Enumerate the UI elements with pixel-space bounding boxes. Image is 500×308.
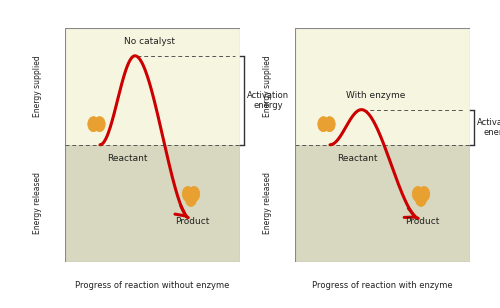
Text: Progress of reaction without enzyme: Progress of reaction without enzyme [76,281,230,290]
Text: With enzyme: With enzyme [346,91,405,100]
Circle shape [318,117,329,132]
Text: Product: Product [176,217,210,226]
Bar [295,28,470,145]
Circle shape [88,117,99,132]
Circle shape [416,191,426,206]
Circle shape [182,187,194,201]
Text: Energy released: Energy released [32,172,42,234]
Text: Reactant: Reactant [107,154,148,163]
Circle shape [188,187,200,201]
Text: Energy supplied: Energy supplied [262,55,272,117]
Bar [295,145,470,262]
Bar [65,28,240,145]
Circle shape [94,117,105,132]
Text: Reactant: Reactant [337,154,378,163]
Circle shape [418,187,430,201]
Text: Product: Product [406,217,440,226]
Text: Activation
energy: Activation energy [247,91,289,110]
Circle shape [412,187,424,201]
Text: Energy released: Energy released [262,172,272,234]
Text: No catalyst: No catalyst [124,38,174,47]
Text: Energy supplied: Energy supplied [32,55,42,117]
Bar [65,145,240,262]
Circle shape [186,191,196,206]
Text: Progress of reaction with enzyme: Progress of reaction with enzyme [312,281,453,290]
Circle shape [324,117,335,132]
Text: Activation
energy: Activation energy [477,118,500,137]
